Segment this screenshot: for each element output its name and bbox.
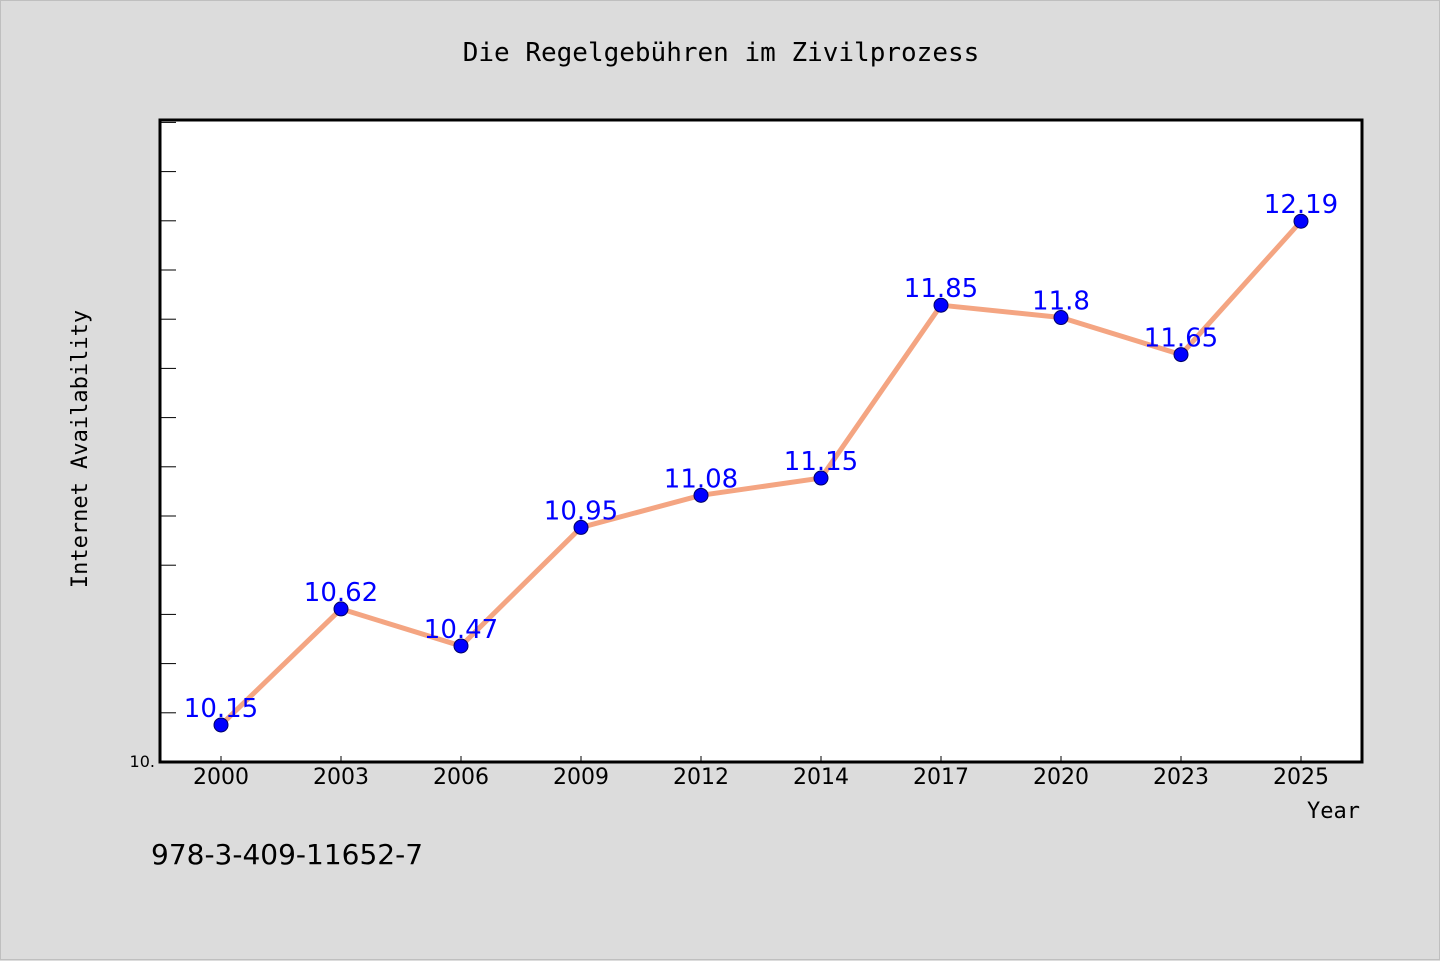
- x-tick-label: 2009: [553, 765, 609, 790]
- data-point-marker: [933, 297, 949, 313]
- x-axis-label: Year: [1307, 799, 1360, 824]
- data-point-marker: [693, 487, 709, 503]
- x-tick-label: 2025: [1273, 765, 1329, 790]
- y-axis-ticks: [160, 121, 176, 714]
- x-tick-label: 2023: [1153, 765, 1209, 790]
- data-point-marker: [1053, 310, 1069, 326]
- x-tick-label: 2003: [313, 765, 369, 790]
- x-tick-label: 2017: [913, 765, 969, 790]
- data-point-marker: [573, 519, 589, 535]
- x-tick-label: 2000: [193, 765, 249, 790]
- data-point-marker: [1173, 347, 1189, 363]
- x-tick-label: 2006: [433, 765, 489, 790]
- data-point-marker: [1293, 213, 1309, 229]
- data-point-marker: [333, 601, 349, 617]
- x-tick-label: 2014: [793, 765, 849, 790]
- y-axis-label: Internet Availability: [68, 310, 93, 588]
- data-point-marker: [213, 717, 229, 733]
- chart-title: Die Regelgebühren im Zivilprozess: [463, 38, 980, 68]
- y-tick-label: 10.: [130, 752, 155, 771]
- series-line: [218, 218, 1304, 728]
- data-point-marker: [453, 638, 469, 654]
- isbn-footer: 978-3-409-11652-7: [151, 838, 423, 871]
- x-tick-label: 2020: [1033, 765, 1089, 790]
- x-tick-label: 2012: [673, 765, 729, 790]
- plot-area: [158, 118, 1364, 764]
- data-point-marker: [813, 470, 829, 486]
- x-axis-ticks: 2000 2003 2006 2009 2012 2014 2017 2020 2023 2025: [193, 756, 1329, 790]
